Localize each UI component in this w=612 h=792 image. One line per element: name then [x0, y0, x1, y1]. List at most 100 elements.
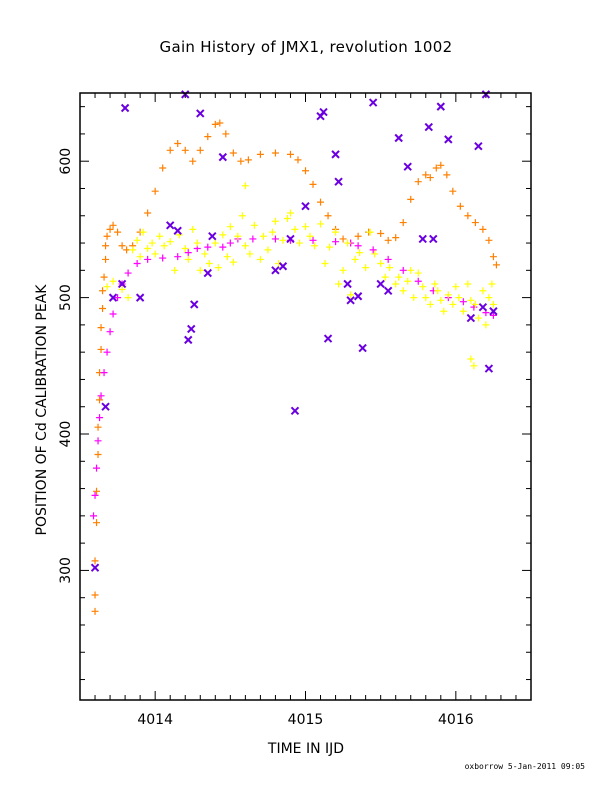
data-point: [404, 277, 412, 285]
data-point: [443, 171, 451, 179]
data-point: [271, 235, 279, 243]
data-point: [394, 133, 403, 143]
data-point: [456, 202, 464, 210]
data-point: [302, 167, 309, 175]
data-point: [306, 232, 314, 240]
x-tick-label: 4016: [438, 712, 474, 728]
data-point: [466, 313, 476, 323]
data-point: [384, 255, 392, 263]
data-point: [201, 250, 209, 258]
data-point: [91, 607, 99, 615]
data-point: [151, 250, 159, 258]
data-point: [90, 563, 100, 572]
data-point: [356, 249, 364, 257]
data-point: [479, 287, 487, 295]
data-point: [437, 161, 445, 169]
data-point: [383, 286, 393, 295]
data-point: [294, 156, 302, 164]
data-point: [103, 283, 111, 291]
data-point: [489, 300, 497, 308]
data-point: [344, 239, 352, 247]
data-point: [354, 242, 362, 250]
data-point: [488, 280, 496, 288]
data-point: [424, 122, 433, 132]
data-point: [286, 234, 295, 244]
data-point: [102, 242, 110, 250]
data-point: [91, 591, 99, 599]
x-tick-label: 4014: [137, 712, 173, 728]
data-point: [118, 242, 126, 250]
data-point: [351, 255, 359, 263]
data-point: [249, 235, 257, 243]
data-point: [151, 187, 159, 195]
data-point: [99, 287, 107, 295]
series-3: [90, 90, 498, 572]
data-point: [368, 98, 378, 107]
chart-title: Gain History of JMX1, revolution 1002: [159, 38, 453, 56]
data-point: [114, 228, 122, 236]
x-axis-label: TIME IN IJD: [267, 741, 345, 757]
data-point: [190, 300, 199, 309]
axis-ticks: [79, 93, 532, 700]
data-point: [452, 283, 460, 291]
data-point: [471, 219, 479, 227]
data-point: [436, 102, 446, 111]
data-point: [432, 164, 440, 172]
data-point: [229, 258, 237, 266]
data-point: [324, 212, 332, 220]
data-point: [449, 300, 457, 308]
data-point: [109, 277, 117, 285]
data-point: [97, 392, 105, 400]
y-tick-label: 300: [58, 557, 74, 584]
data-point: [335, 280, 343, 288]
data-point: [371, 250, 379, 258]
data-point: [219, 243, 227, 251]
data-point: [102, 255, 110, 263]
data-point: [91, 557, 99, 565]
data-point: [366, 228, 374, 236]
data-point: [166, 238, 174, 246]
data-point: [286, 209, 294, 217]
data-point: [403, 162, 412, 171]
data-point: [271, 149, 279, 157]
data-point: [241, 242, 249, 250]
data-point: [181, 245, 189, 253]
data-point: [384, 236, 392, 244]
data-point: [106, 328, 114, 336]
data-point: [334, 177, 343, 186]
x-tick-label: 4015: [288, 712, 324, 728]
data-point: [216, 119, 224, 127]
data-point: [444, 291, 452, 299]
data-point: [369, 246, 377, 254]
data-point: [203, 268, 212, 278]
data-point: [286, 150, 294, 158]
data-point: [347, 291, 355, 299]
data-point: [467, 355, 475, 363]
data-point: [144, 209, 152, 217]
data-point: [426, 174, 434, 182]
data-point: [331, 150, 340, 159]
data-point: [94, 437, 102, 445]
data-point: [459, 307, 467, 315]
data-point: [455, 294, 463, 302]
data-point: [184, 335, 193, 345]
series-1: [90, 235, 497, 520]
data-point: [317, 220, 325, 228]
data-point: [187, 324, 196, 334]
y-axis-label: POSITION OF Cd CALIBRATION PEAK: [34, 284, 50, 536]
data-point: [90, 512, 98, 520]
data-point: [246, 250, 254, 258]
data-point: [470, 362, 478, 370]
data-point: [464, 212, 472, 220]
data-point: [101, 402, 110, 411]
data-point: [485, 236, 493, 244]
data-point: [311, 242, 319, 250]
series-2: [103, 182, 497, 370]
data-point: [395, 273, 403, 281]
data-point: [144, 245, 152, 253]
data-point: [189, 157, 197, 165]
data-point: [376, 279, 385, 289]
data-point: [96, 414, 104, 422]
data-point: [467, 296, 475, 304]
data-point: [97, 345, 105, 353]
